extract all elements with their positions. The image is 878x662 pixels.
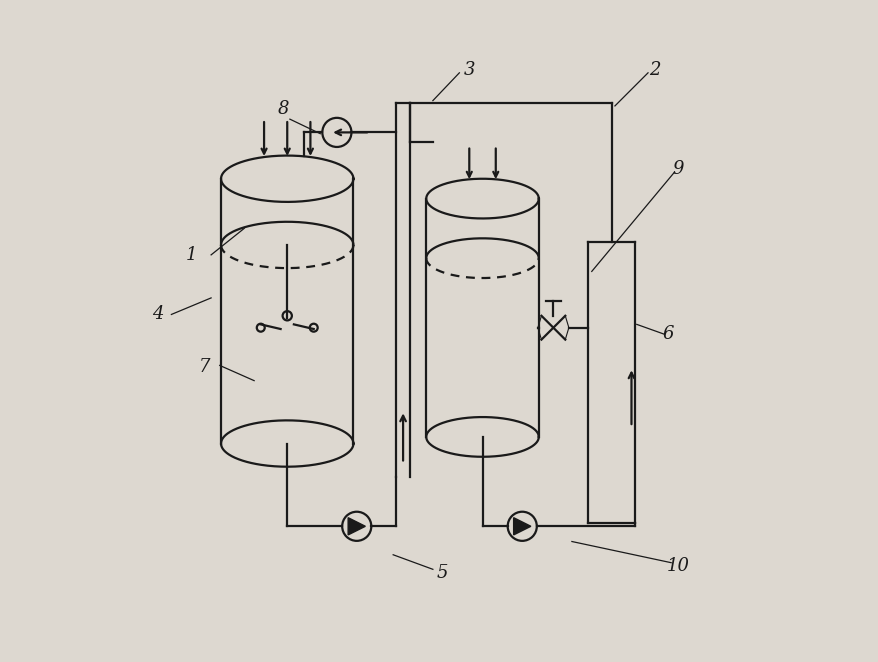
Text: 10: 10 bbox=[666, 557, 688, 575]
Text: 7: 7 bbox=[198, 358, 210, 377]
Text: 6: 6 bbox=[661, 325, 673, 344]
Polygon shape bbox=[513, 518, 530, 535]
Text: 3: 3 bbox=[463, 60, 474, 79]
Text: 5: 5 bbox=[436, 563, 448, 582]
Text: 9: 9 bbox=[672, 160, 683, 178]
Text: 8: 8 bbox=[277, 100, 290, 118]
Polygon shape bbox=[348, 518, 365, 535]
Text: 1: 1 bbox=[185, 246, 197, 264]
Text: 2: 2 bbox=[648, 60, 659, 79]
Text: 4: 4 bbox=[152, 305, 163, 324]
